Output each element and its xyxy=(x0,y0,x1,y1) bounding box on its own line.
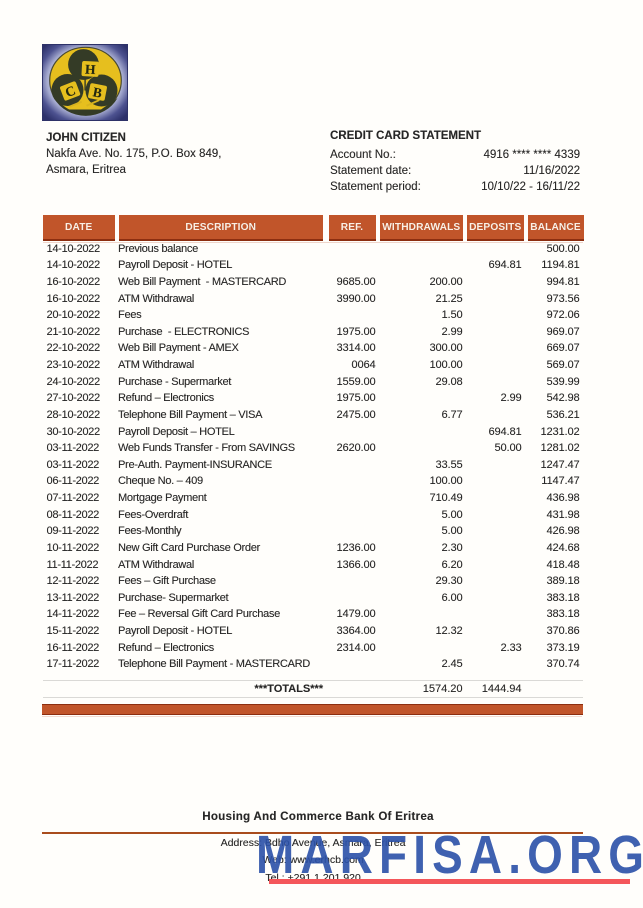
svg-text:B: B xyxy=(92,84,104,100)
svg-text:H: H xyxy=(85,62,97,78)
